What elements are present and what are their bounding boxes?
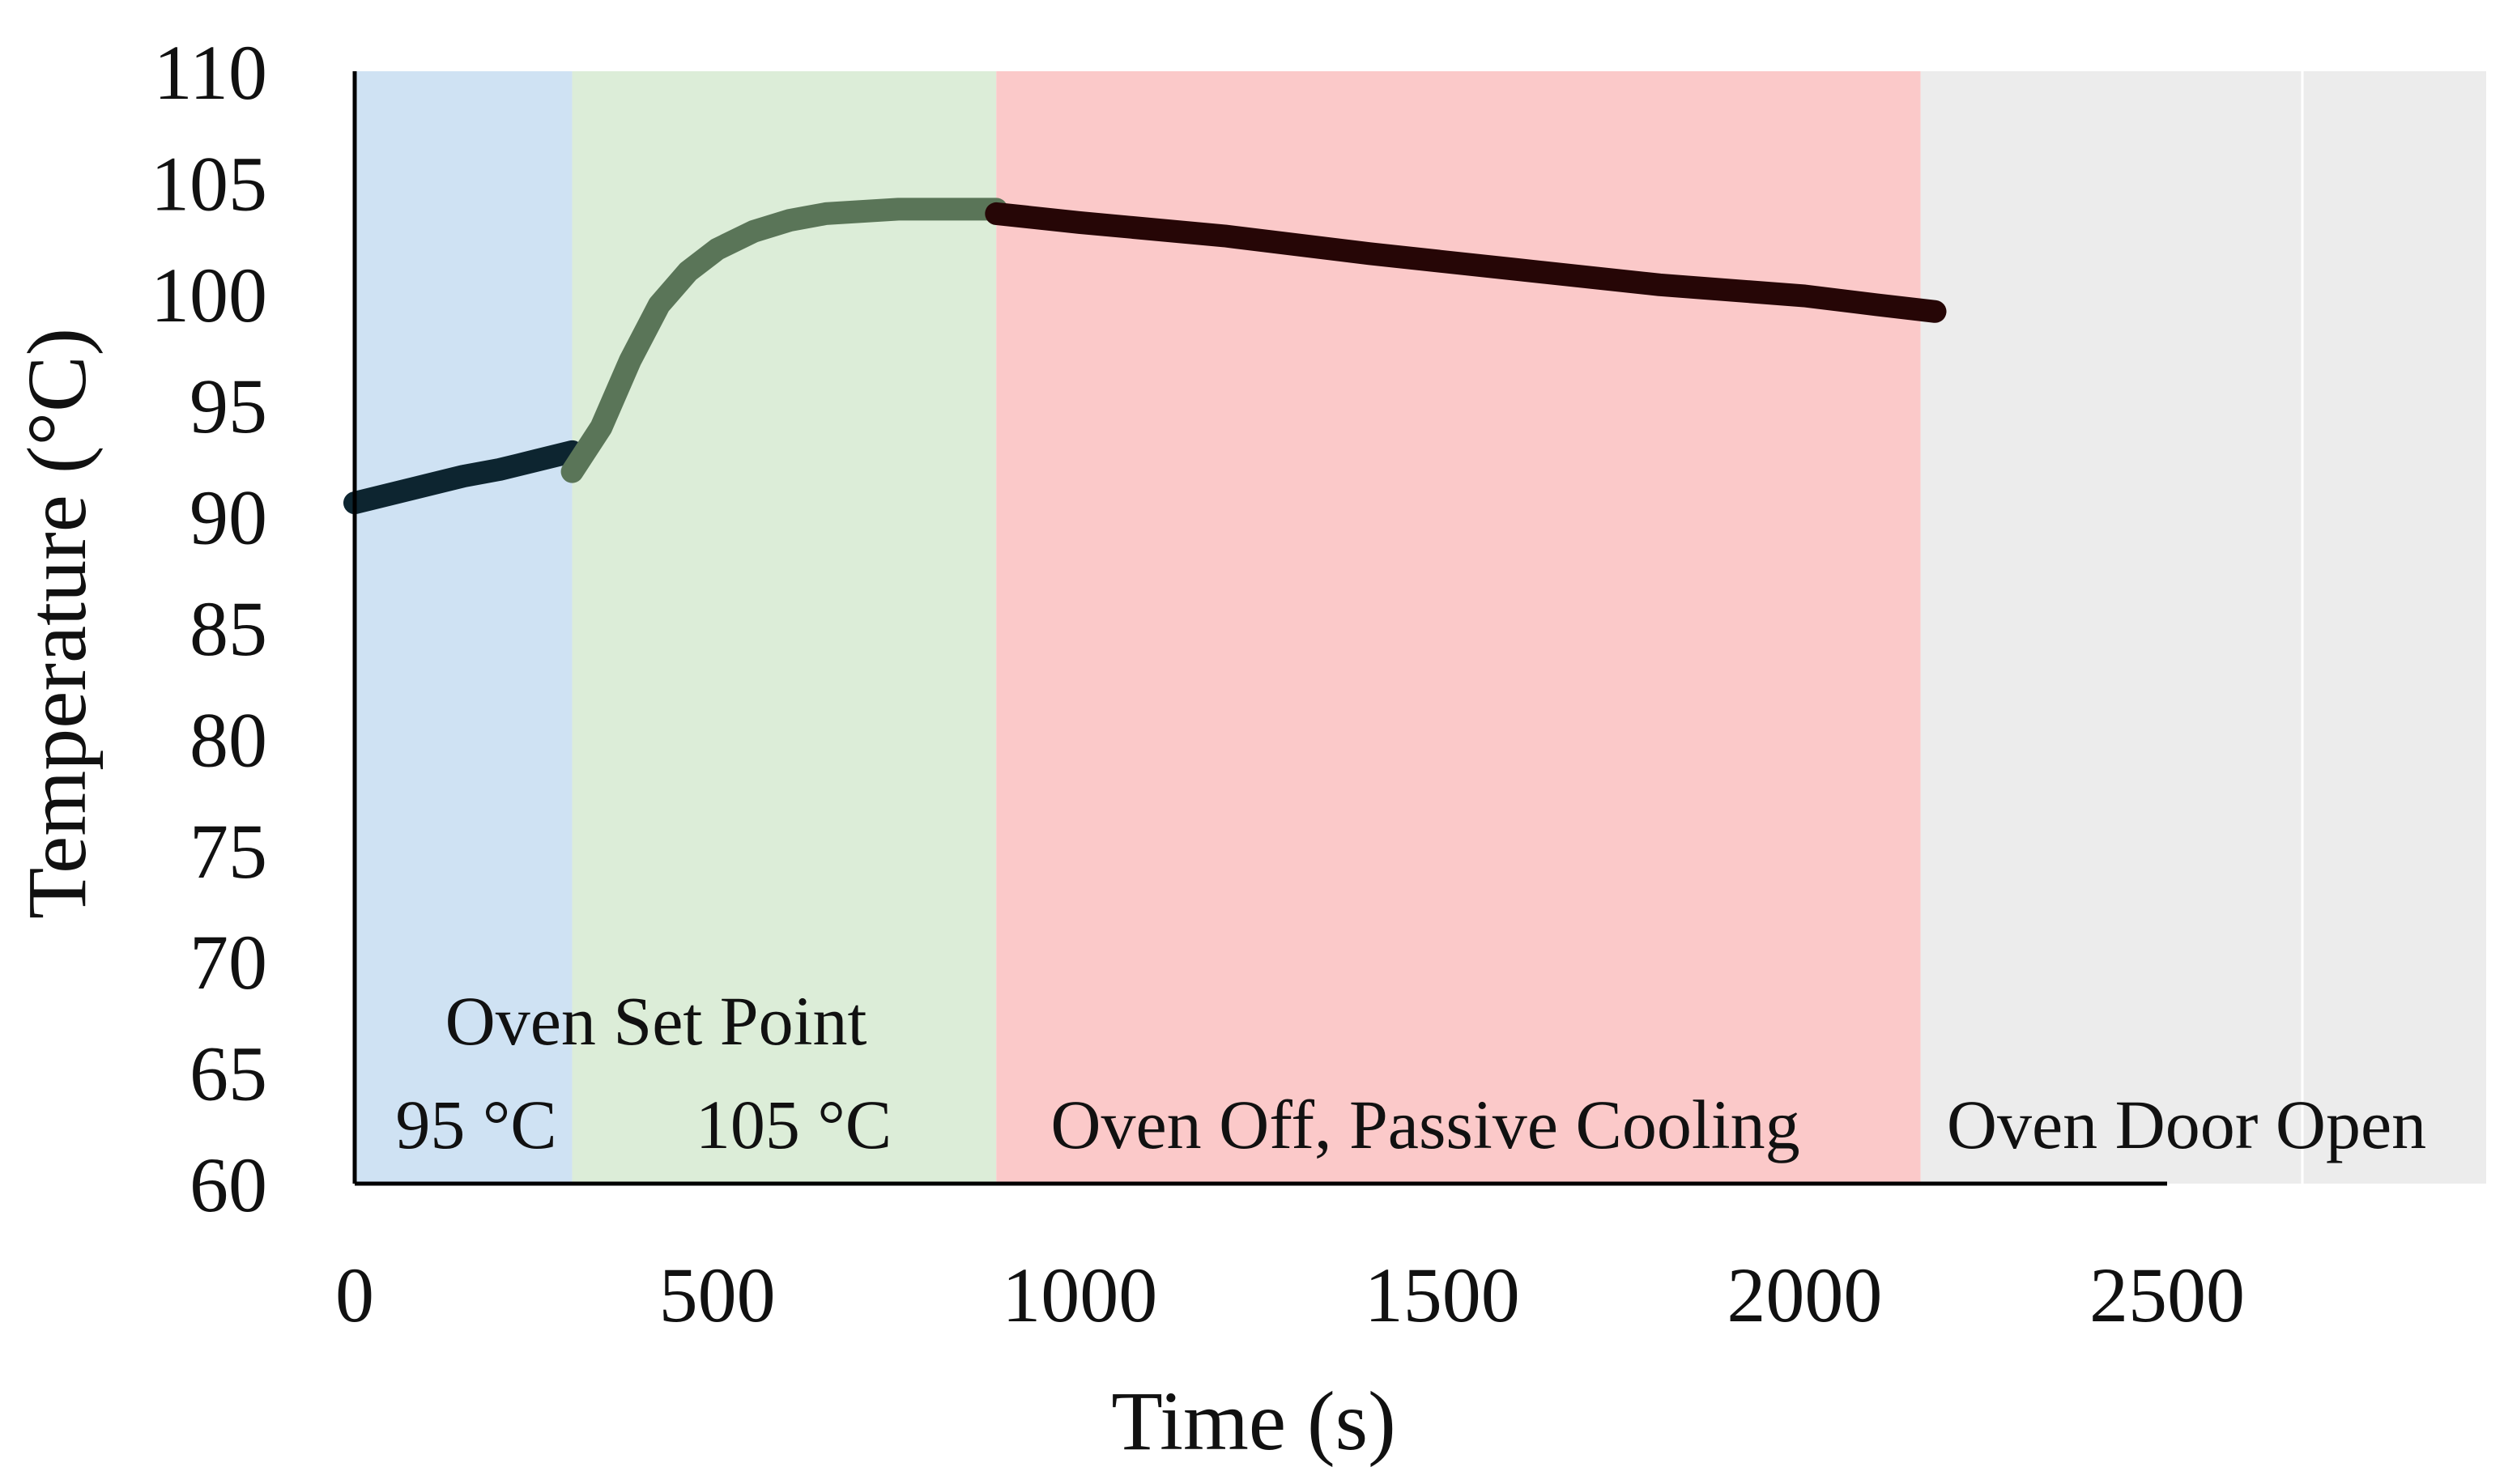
y-tick-label: 95 — [190, 363, 267, 449]
y-axis-title: Temperature (°C) — [11, 328, 104, 919]
region-door-open — [1921, 71, 2486, 1184]
y-tick-label: 65 — [190, 1031, 267, 1117]
y-tick-label: 85 — [190, 585, 267, 672]
x-tick-label: 0 — [335, 1252, 374, 1338]
y-tick-label: 70 — [190, 919, 267, 1006]
region-label-door-open: Oven Door Open — [1947, 1086, 2426, 1163]
y-tick-label: 75 — [190, 808, 267, 895]
x-axis-title: Time (s) — [1111, 1375, 1396, 1468]
region-labels: 95 °C 105 °C Oven Off, Passive Cooling Oven… — [395, 1086, 2426, 1163]
x-tick-label: 1000 — [1002, 1252, 1157, 1338]
x-tick-label: 2500 — [2089, 1252, 2245, 1338]
region-label-oven-off: Oven Off, Passive Cooling — [1050, 1086, 1799, 1163]
x-tick-label: 2000 — [1727, 1252, 1882, 1338]
region-label-set-point-95: 95 °C — [395, 1086, 556, 1163]
temperature-time-chart: 60 65 70 75 80 85 90 95 100 105 110 0 500 1000 1500 200… — [0, 0, 2504, 1484]
region-label-set-point-105: 105 °C — [696, 1086, 892, 1163]
y-tick-label: 105 — [151, 140, 267, 227]
y-tick-label: 80 — [190, 696, 267, 783]
x-tick-label: 500 — [659, 1252, 776, 1338]
oven-set-point-label: Oven Set Point — [445, 982, 867, 1060]
y-tick-label: 90 — [190, 474, 267, 561]
y-tick-label: 110 — [154, 29, 267, 116]
y-tick-label: 100 — [151, 252, 267, 338]
x-tick-label: 1500 — [1365, 1252, 1520, 1338]
y-tick-label: 60 — [190, 1142, 267, 1228]
